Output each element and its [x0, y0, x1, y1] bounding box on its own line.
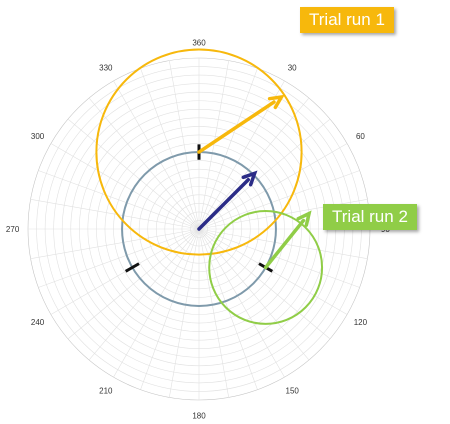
- grid-spoke: [198, 228, 229, 398]
- grid-spoke: [50, 143, 200, 230]
- trial-run-2-callout: Trial run 2: [323, 204, 417, 230]
- grid-spoke: [198, 228, 348, 315]
- grid-spoke: [30, 199, 200, 230]
- angle-tick-label: 240: [31, 318, 45, 327]
- angle-tick-label: 330: [99, 64, 113, 73]
- grid-spoke: [30, 228, 200, 259]
- angle-tick-label: 180: [192, 411, 206, 420]
- trial-run-2-arrow-shaft: [263, 218, 306, 270]
- grid-spoke: [198, 228, 331, 340]
- angle-tick-label: 150: [286, 386, 300, 395]
- trial-run-1-arrow: [197, 94, 285, 154]
- grid-spoke: [198, 228, 310, 361]
- trial-run-1-arrow-head: [267, 94, 285, 110]
- grid-spoke: [113, 80, 200, 230]
- grid-spoke: [67, 118, 200, 230]
- grid-spoke: [169, 60, 200, 230]
- angle-tick-label: 30: [288, 64, 297, 73]
- trial-run-1-arrow-shaft: [197, 100, 276, 154]
- grid-spoke: [38, 170, 200, 230]
- grid-spoke: [198, 68, 258, 230]
- grid-spoke: [67, 228, 200, 340]
- grid-spoke: [38, 228, 200, 288]
- grid-spoke: [169, 228, 200, 398]
- main-vector-arrow-head: [241, 170, 258, 187]
- grid-spoke: [198, 97, 310, 230]
- angle-tick-label: 60: [356, 132, 365, 141]
- reference-mark: [124, 262, 140, 273]
- grid-spoke: [198, 118, 331, 230]
- grid-spoke: [198, 143, 348, 230]
- grid-spoke: [198, 60, 229, 230]
- angle-tick-label: 270: [6, 225, 20, 234]
- trial-run-2-arrow: [263, 210, 312, 270]
- trial-circles: [95, 48, 324, 325]
- grid-spoke: [198, 228, 360, 288]
- grid-spoke: [140, 68, 200, 230]
- trial-run-1-circle: [95, 48, 303, 256]
- main-vector-arrow-shaft: [197, 177, 251, 231]
- trial-run-1-callout: Trial run 1: [300, 7, 394, 33]
- grid-spoke: [88, 228, 200, 361]
- vectors: [197, 94, 312, 270]
- grid-spoke: [50, 228, 200, 315]
- angle-tick-label: 300: [31, 132, 45, 141]
- angle-tick-label: 360: [192, 39, 206, 48]
- trial-run-2-circle: [208, 210, 324, 325]
- angle-tick-label: 210: [99, 386, 113, 395]
- grid-spoke: [88, 97, 200, 230]
- grid-spoke: [140, 228, 200, 390]
- main-vector-arrow: [197, 170, 258, 231]
- trial-run-2-arrow-head: [296, 210, 312, 227]
- angle-tick-label: 120: [354, 318, 368, 327]
- grid-spoke: [198, 170, 360, 230]
